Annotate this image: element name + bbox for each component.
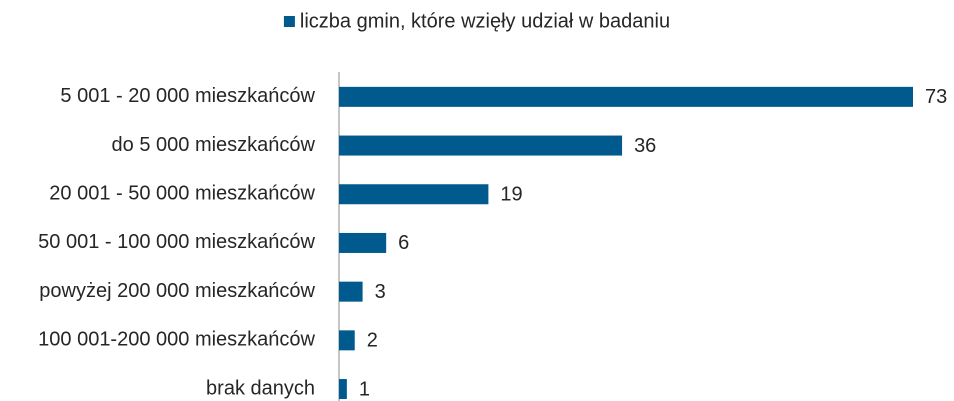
y-tick-label: 50 001 - 100 000 mieszkańców bbox=[38, 231, 315, 253]
bar bbox=[339, 330, 355, 351]
y-tick-label: do 5 000 mieszkańców bbox=[112, 134, 316, 156]
y-tick-label: 100 001-200 000 mieszkańców bbox=[38, 329, 315, 351]
y-tick-label: 5 001 - 20 000 mieszkańców bbox=[60, 85, 315, 107]
bar bbox=[339, 184, 489, 205]
bar bbox=[339, 135, 623, 156]
data-label: 73 bbox=[925, 86, 947, 108]
data-label: 1 bbox=[359, 378, 370, 400]
bar bbox=[339, 281, 363, 302]
y-tick-label: powyżej 200 000 mieszkańców bbox=[39, 280, 315, 302]
bar bbox=[339, 379, 347, 400]
data-label: 6 bbox=[398, 232, 409, 254]
data-label: 36 bbox=[634, 135, 656, 157]
data-label: 19 bbox=[500, 184, 522, 206]
y-tick-label: brak danych bbox=[206, 377, 315, 399]
legend-label: liczba gmin, które wzięły udział w badan… bbox=[300, 10, 670, 32]
y-tick-label: 20 001 - 50 000 mieszkańców bbox=[49, 183, 315, 205]
data-label: 2 bbox=[367, 330, 378, 352]
bar bbox=[339, 232, 387, 253]
legend-swatch bbox=[283, 16, 295, 27]
data-label: 3 bbox=[375, 281, 386, 303]
bar bbox=[339, 86, 913, 107]
